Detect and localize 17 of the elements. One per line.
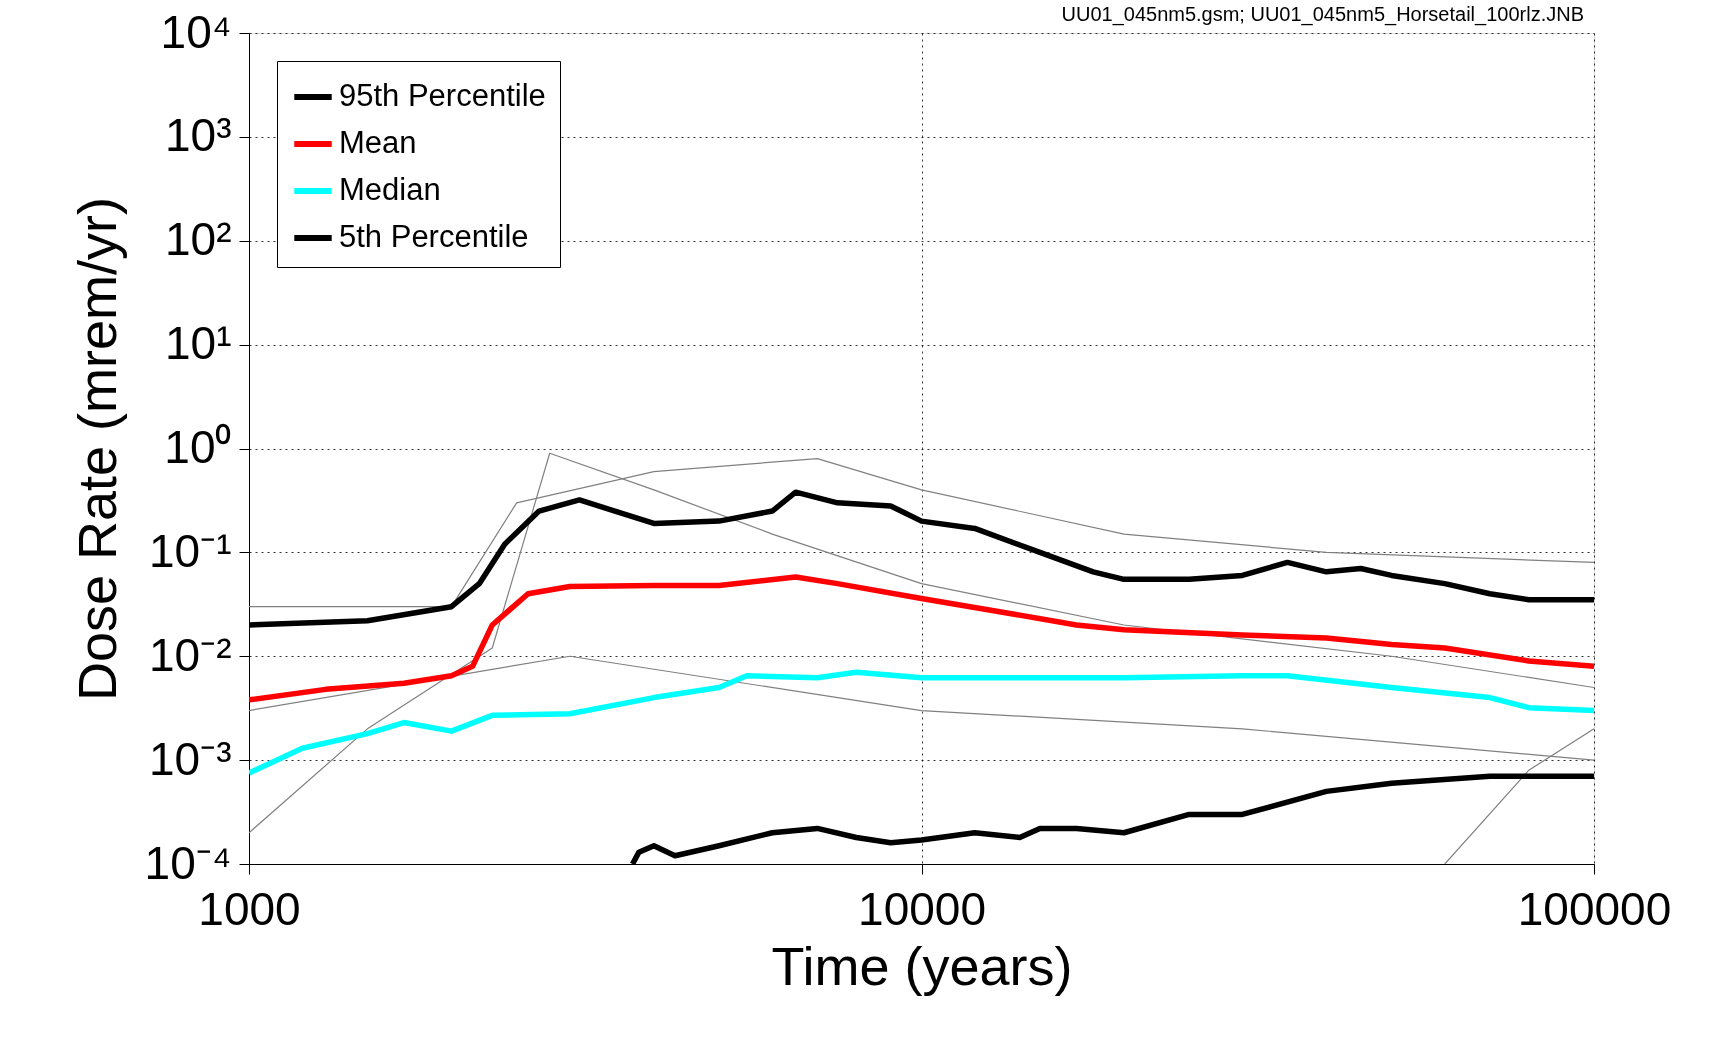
y-tick-label: 10¹ — [165, 317, 232, 370]
legend-label: Mean — [339, 125, 417, 160]
y-tick-label: 10⁴ — [160, 5, 232, 58]
y-tick-label: 10² — [165, 213, 232, 266]
y-tick-label: 10⁻¹ — [149, 524, 232, 577]
x-tick-label: 10000 — [858, 882, 986, 935]
legend-label: 95th Percentile — [339, 78, 546, 113]
legend-label: Median — [339, 172, 441, 207]
y-tick-label: 10⁰ — [164, 421, 232, 473]
y-axis-title: Dose Rate (mrem/yr) — [66, 196, 127, 702]
y-tick-label: 10⁻² — [149, 628, 232, 681]
text: UU01_045nm5.gsm; UU01_045nm5_Horsetail_100rlz.JNB — [1061, 3, 1584, 26]
legend-label: 5th Percentile — [339, 219, 529, 254]
x-axis-title: Time (years) — [771, 935, 1073, 996]
x-tick-label: 100000 — [1517, 882, 1672, 935]
y-tick-label: 10³ — [165, 109, 232, 162]
y-tick-label: 10⁻³ — [149, 732, 232, 785]
